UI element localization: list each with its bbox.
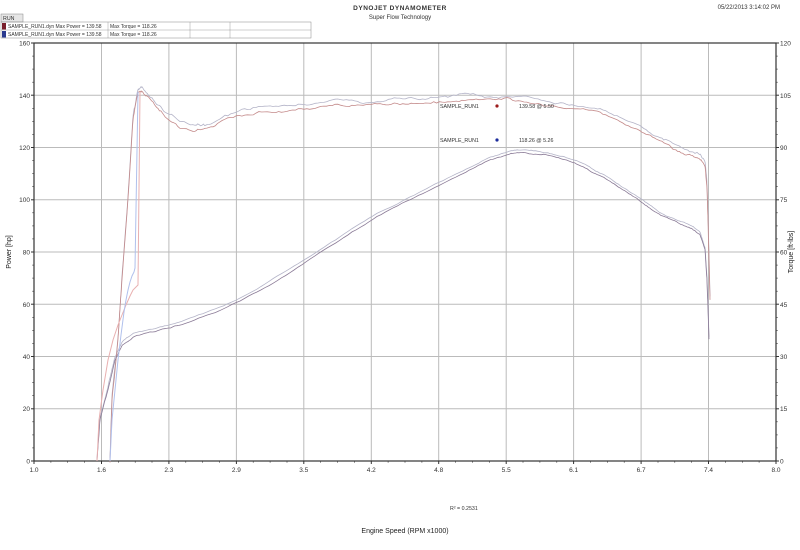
- svg-text:Super Flow Technology: Super Flow Technology: [369, 15, 431, 21]
- svg-text:7.4: 7.4: [704, 467, 713, 474]
- svg-text:90: 90: [780, 145, 788, 152]
- svg-text:SAMPLE_RUN1.dyn Max Power = 1: SAMPLE_RUN1.dyn Max Power = 139.58: [8, 32, 102, 38]
- svg-text:8.0: 8.0: [771, 467, 780, 474]
- svg-text:140: 140: [19, 93, 30, 100]
- svg-text:30: 30: [780, 354, 788, 361]
- svg-text:2.9: 2.9: [232, 467, 241, 474]
- svg-text:4.2: 4.2: [367, 467, 376, 474]
- svg-text:20: 20: [23, 406, 31, 413]
- svg-text:0: 0: [780, 459, 784, 466]
- svg-text:5.5: 5.5: [502, 467, 511, 474]
- svg-text:Engine Speed (RPM x1000): Engine Speed (RPM x1000): [361, 528, 448, 535]
- svg-text:3.5: 3.5: [299, 467, 308, 474]
- svg-text:120: 120: [780, 41, 791, 48]
- svg-text:SAMPLE_RUN1: SAMPLE_RUN1: [440, 138, 479, 144]
- svg-text:2.3: 2.3: [164, 467, 173, 474]
- svg-text:Max Torque = 118.26: Max Torque = 118.26: [110, 32, 157, 38]
- svg-text:R² = 0.2531: R² = 0.2531: [450, 506, 478, 512]
- svg-text:DYNOJET DYNAMOMETER: DYNOJET DYNAMOMETER: [353, 5, 447, 12]
- svg-text:05/22/2013 3:14:02 PM: 05/22/2013 3:14:02 PM: [718, 5, 780, 11]
- svg-text:80: 80: [23, 250, 31, 257]
- svg-text:6.1: 6.1: [569, 467, 578, 474]
- svg-text:RUN: RUN: [3, 16, 15, 22]
- svg-text:Torque [ft-lbs]: Torque [ft-lbs]: [788, 231, 795, 273]
- svg-text:60: 60: [780, 250, 788, 257]
- svg-text:1.0: 1.0: [29, 467, 38, 474]
- svg-text:160: 160: [19, 41, 30, 48]
- svg-text:0: 0: [26, 459, 30, 466]
- svg-text:100: 100: [19, 197, 30, 204]
- svg-text:139.58 @ 5.50: 139.58 @ 5.50: [519, 104, 554, 110]
- svg-text:SAMPLE_RUN1.dyn Max Power = 1: SAMPLE_RUN1.dyn Max Power = 139.58: [8, 24, 102, 30]
- svg-text:60: 60: [23, 302, 31, 309]
- svg-text:Power [hp]: Power [hp]: [6, 235, 13, 269]
- svg-text:SAMPLE_RUN1: SAMPLE_RUN1: [440, 104, 479, 110]
- svg-text:118.26 @ 5.26: 118.26 @ 5.26: [519, 138, 553, 144]
- svg-text:15: 15: [780, 406, 788, 413]
- svg-text:120: 120: [19, 145, 30, 152]
- svg-text:4.8: 4.8: [434, 467, 443, 474]
- svg-text:6.7: 6.7: [637, 467, 646, 474]
- svg-text:105: 105: [780, 93, 791, 100]
- svg-text:Max Torque = 118.26: Max Torque = 118.26: [110, 24, 157, 30]
- svg-text:1.6: 1.6: [97, 467, 106, 474]
- svg-text:45: 45: [780, 302, 788, 309]
- svg-text:40: 40: [23, 354, 31, 361]
- svg-text:75: 75: [780, 197, 788, 204]
